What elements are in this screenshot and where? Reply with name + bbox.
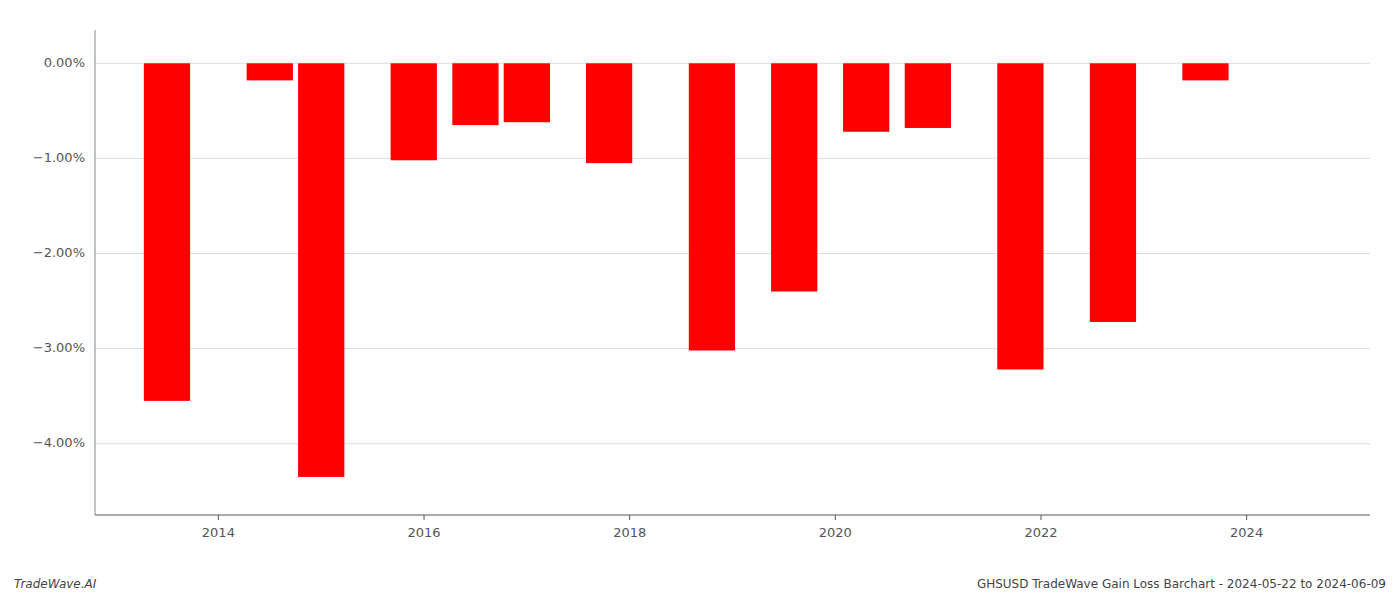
bar bbox=[843, 63, 889, 131]
bar bbox=[689, 63, 735, 350]
bar bbox=[1090, 63, 1136, 322]
x-tick bbox=[1040, 515, 1041, 520]
x-tick bbox=[835, 515, 836, 520]
bar bbox=[997, 63, 1043, 369]
bar bbox=[452, 63, 498, 125]
footer-left: TradeWave.AI bbox=[14, 577, 97, 591]
chart: 0.00% −1.00% −2.00% −3.00% −4.00% 2014 2016 201… bbox=[0, 0, 1400, 600]
y-tick-label: −3.00% bbox=[33, 340, 85, 355]
x-tick-label: 2024 bbox=[1230, 525, 1263, 540]
x-tick bbox=[424, 515, 425, 520]
y-tick-label: 0.00% bbox=[44, 55, 85, 70]
bar bbox=[1182, 63, 1228, 80]
x-tick bbox=[218, 515, 219, 520]
x-tick-label: 2016 bbox=[407, 525, 440, 540]
bar bbox=[771, 63, 817, 291]
y-tick-label: −1.00% bbox=[33, 150, 85, 165]
x-tick bbox=[1246, 515, 1247, 520]
x-tick-label: 2014 bbox=[202, 525, 235, 540]
y-axis-line bbox=[95, 30, 96, 515]
bar bbox=[144, 63, 190, 401]
x-tick-label: 2022 bbox=[1024, 525, 1057, 540]
x-tick-label: 2020 bbox=[819, 525, 852, 540]
x-axis-line bbox=[95, 515, 1370, 516]
y-tick-label: −2.00% bbox=[33, 245, 85, 260]
grid-line bbox=[95, 443, 1370, 444]
bar bbox=[247, 63, 293, 80]
bars bbox=[144, 63, 1229, 477]
bar bbox=[504, 63, 550, 122]
grid bbox=[95, 63, 1370, 443]
bar bbox=[391, 63, 437, 160]
x-tick bbox=[629, 515, 630, 520]
footer-right: GHSUSD TradeWave Gain Loss Barchart - 20… bbox=[977, 577, 1386, 591]
bar bbox=[586, 63, 632, 163]
bar bbox=[905, 63, 951, 128]
y-tick-label: −4.00% bbox=[33, 435, 85, 450]
x-tick-label: 2018 bbox=[613, 525, 646, 540]
bar bbox=[298, 63, 344, 477]
